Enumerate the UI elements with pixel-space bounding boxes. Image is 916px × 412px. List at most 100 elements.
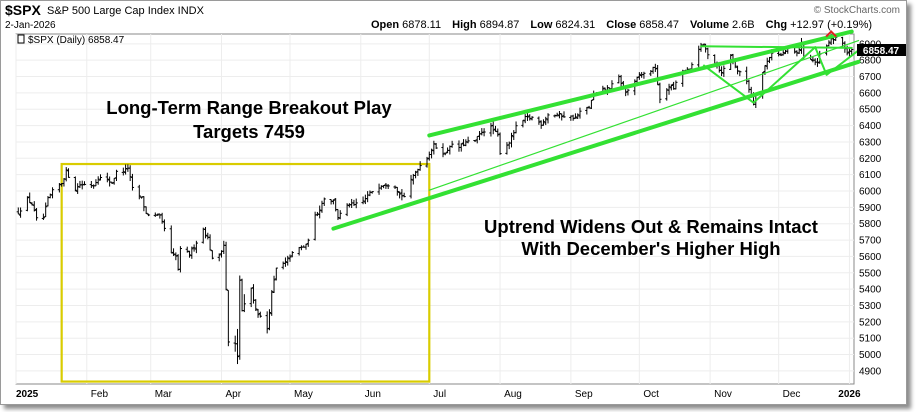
high-label: High bbox=[452, 19, 477, 31]
ohlc-bar bbox=[256, 308, 260, 318]
chg-label: Chg bbox=[765, 19, 788, 31]
ohlc-bar bbox=[139, 196, 144, 199]
last-price-label: 6858.47 bbox=[863, 46, 900, 57]
ohlc-bar bbox=[413, 170, 418, 179]
ohlc-bar bbox=[797, 47, 801, 54]
trendline-november-dip bbox=[702, 46, 860, 104]
ohlc-bar bbox=[238, 275, 242, 360]
ohlc-bar bbox=[674, 80, 678, 90]
x-tick-label: Dec bbox=[783, 389, 801, 400]
price-bars bbox=[16, 34, 854, 365]
y-tick-label: 5100 bbox=[859, 334, 882, 345]
ohlc-bar bbox=[16, 207, 20, 215]
ohlc-bar bbox=[203, 226, 208, 239]
ohlc-bar bbox=[283, 257, 288, 267]
gridlines bbox=[15, 34, 854, 384]
ohlc-bar bbox=[539, 120, 543, 129]
y-tick-label: 5500 bbox=[859, 268, 882, 279]
trendline-top-level bbox=[700, 45, 853, 49]
ohlc-bar bbox=[370, 191, 374, 194]
trendline-upper-channel bbox=[427, 29, 854, 138]
legend-swatch bbox=[17, 34, 25, 44]
ohlc-bar bbox=[477, 131, 482, 141]
ohlc-bar bbox=[110, 181, 114, 184]
ohlc-bar bbox=[573, 113, 578, 119]
ohlc-bar bbox=[779, 52, 783, 57]
ohlc-bar bbox=[409, 175, 413, 199]
ohlc-bar bbox=[34, 207, 39, 221]
ohlc-bar bbox=[336, 208, 340, 221]
ohlc-bar bbox=[505, 142, 509, 155]
low-value: 6824.31 bbox=[555, 19, 596, 31]
ohlc-bar bbox=[153, 212, 157, 217]
ohlc-bar bbox=[108, 176, 112, 187]
trendline-lower-channel bbox=[331, 59, 861, 231]
ohlc-bar bbox=[124, 164, 128, 175]
ohlc-bar bbox=[224, 241, 228, 291]
ohlc-bar bbox=[254, 299, 258, 311]
ohlc-readout: Open 6878.11 High 6894.87 Low 6824.31 Close… bbox=[371, 19, 880, 31]
ohlc-bar bbox=[306, 238, 310, 247]
annotation-uptrend-line1: Uptrend Widens Out & Remains Intact bbox=[484, 216, 818, 237]
ohlc-bar bbox=[384, 183, 388, 189]
x-tick-label: Jun bbox=[365, 389, 381, 400]
ohlc-bar bbox=[706, 47, 710, 60]
y-tick-label: 5000 bbox=[859, 350, 882, 361]
ohlc-bar bbox=[41, 213, 46, 220]
chart-date: 2-Jan-2026 bbox=[5, 20, 56, 31]
ohlc-bar bbox=[146, 213, 151, 217]
annotation-breakout-line1: Long-Term Range Breakout Play bbox=[106, 97, 392, 118]
x-tick-label: 2026 bbox=[838, 389, 861, 400]
ohlc-bar bbox=[525, 113, 530, 121]
ohlc-bar bbox=[242, 294, 246, 313]
close-value: 6858.47 bbox=[639, 19, 679, 31]
symbol: $SPX bbox=[5, 2, 41, 18]
ohlc-bar bbox=[217, 253, 221, 262]
ohlc-bar bbox=[665, 88, 669, 101]
ohlc-bar bbox=[544, 116, 548, 126]
ohlc-bar bbox=[617, 74, 621, 84]
ohlc-bar bbox=[443, 152, 447, 156]
legend-label: $SPX (Daily) 6858.47 bbox=[28, 35, 125, 46]
y-axis: 4900 5000 5100 5200 5300 5400 5500 5600 5700 5800… bbox=[859, 39, 882, 377]
ohlc-bar bbox=[635, 76, 639, 83]
ohlc-bar bbox=[18, 207, 23, 218]
y-tick-label: 6400 bbox=[859, 121, 882, 132]
ohlc-bar bbox=[815, 58, 820, 67]
last-price-box bbox=[857, 44, 906, 56]
ohlc-bar bbox=[73, 176, 77, 192]
y-tick-label: 6500 bbox=[859, 105, 882, 116]
ohlc-bar bbox=[765, 57, 769, 70]
ohlc-bar bbox=[338, 210, 342, 220]
ohlc-bar bbox=[50, 187, 55, 199]
ohlc-bar bbox=[537, 116, 541, 125]
y-tick-label: 5800 bbox=[859, 219, 882, 230]
ohlc-bar bbox=[555, 112, 559, 117]
ohlc-bar bbox=[288, 254, 292, 262]
y-tick-label: 5200 bbox=[859, 317, 882, 328]
ohlc-bar bbox=[226, 289, 230, 347]
last-price-tag: 6858.47 bbox=[857, 44, 906, 57]
ohlc-bar bbox=[363, 194, 367, 205]
ohlc-bar bbox=[194, 240, 198, 254]
ohlc-bar bbox=[425, 156, 429, 168]
ohlc-bar bbox=[530, 116, 534, 121]
ohlc-bar bbox=[128, 165, 132, 182]
ohlc-bar bbox=[320, 200, 324, 213]
ohlc-bar bbox=[450, 140, 454, 148]
low-label: Low bbox=[530, 19, 553, 31]
range-box bbox=[60, 162, 431, 383]
ohlc-bar bbox=[171, 248, 176, 256]
x-tick-label: Aug bbox=[504, 389, 522, 400]
ohlc-bar bbox=[653, 63, 657, 72]
y-tick-label: 5400 bbox=[859, 285, 882, 296]
ohlc-bar bbox=[521, 119, 525, 128]
ohlc-bar bbox=[637, 72, 641, 80]
ohlc-bar bbox=[137, 184, 141, 200]
ohlc-bar bbox=[251, 284, 256, 304]
ohlc-bar bbox=[585, 106, 589, 115]
ohlc-bar bbox=[82, 181, 87, 186]
ohlc-bar bbox=[162, 219, 167, 232]
x-tick-label: Mar bbox=[155, 389, 173, 400]
ohlc-bar bbox=[174, 252, 178, 261]
